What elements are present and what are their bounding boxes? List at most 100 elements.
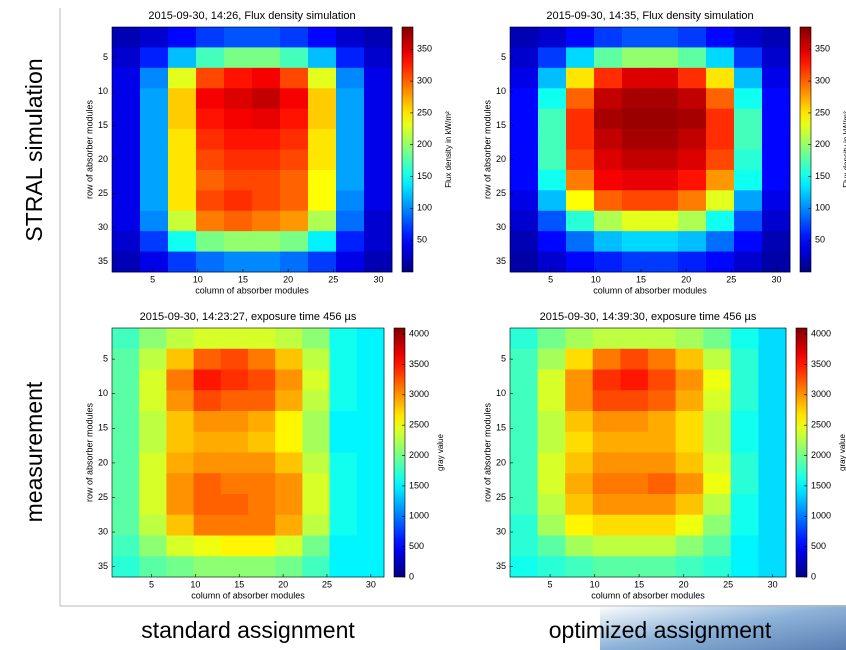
heatmap-cell — [336, 129, 365, 150]
colorbar — [799, 26, 812, 273]
x-tick-label: 10 — [193, 274, 203, 284]
heatmap-cell — [224, 231, 253, 252]
heatmap-cell — [538, 251, 567, 273]
colorbar-tick-label: 250 — [417, 107, 432, 117]
colorbar-tick-label: 1000 — [811, 511, 831, 521]
heatmap-cell — [112, 149, 141, 171]
heatmap-cell — [139, 473, 167, 495]
heatmap-cell — [336, 88, 365, 110]
heatmap-cell — [565, 328, 594, 350]
heatmap-cell — [356, 369, 385, 391]
heatmap-cell — [594, 190, 623, 212]
heatmap-cell — [364, 88, 393, 110]
heatmap-cell — [224, 169, 253, 191]
x-tick-label: 20 — [283, 274, 293, 284]
heatmap-cell — [622, 231, 651, 252]
heatmap-cell — [252, 231, 281, 252]
heatmap-cell — [592, 369, 621, 391]
heatmap-cell — [758, 328, 787, 350]
heatmap-cell — [220, 514, 249, 536]
heatmap-cell — [510, 390, 538, 412]
heatmap-cell — [706, 129, 735, 150]
heatmap-cell — [703, 514, 732, 536]
heatmap-cell — [364, 169, 393, 191]
heatmap-cell — [196, 108, 225, 130]
heatmap-cell — [166, 535, 194, 557]
heatmap-cell — [302, 411, 330, 433]
heatmap-cell — [537, 556, 566, 578]
heatmap-cell — [622, 251, 651, 273]
heatmap-cell — [224, 210, 253, 232]
y-tick-label: 25 — [98, 492, 108, 502]
heatmap-cell — [308, 27, 337, 48]
heatmap-cell — [168, 108, 197, 130]
heatmap-cell — [280, 88, 309, 110]
heatmap-cell — [140, 27, 169, 48]
heatmap-cell — [356, 452, 385, 474]
heatmap-cell — [193, 431, 222, 453]
heatmap-cell — [139, 348, 167, 370]
heatmap-cell — [248, 494, 276, 516]
colorbar-tick-label: 2000 — [409, 450, 429, 460]
heatmap-cell — [248, 328, 276, 350]
heatmap-cell — [648, 431, 676, 453]
chart-title: 2015-09-30, 14:39:30, exposure time 456 … — [540, 311, 757, 323]
heatmap-cell — [650, 67, 679, 89]
heatmap-cell — [538, 108, 567, 130]
heatmap-cell — [622, 210, 651, 232]
heatmap-cell — [336, 67, 365, 89]
heatmap-cell — [537, 390, 566, 412]
heatmap-cell — [537, 535, 566, 557]
heatmap-cell — [329, 390, 358, 412]
heatmap-cell — [140, 190, 169, 212]
heatmap-cell — [730, 452, 759, 474]
y-tick-label: 35 — [98, 256, 108, 266]
heatmap-cell — [248, 411, 276, 433]
colorbar-tick-label: 2000 — [811, 450, 831, 460]
heatmap-cell — [302, 348, 330, 370]
heatmap-cell — [280, 129, 309, 150]
colorbar-tick-label: 2500 — [409, 420, 429, 430]
heatmap-cell — [112, 411, 140, 433]
heatmap-cell — [538, 149, 567, 171]
heatmap-cell — [762, 251, 791, 273]
x-tick-label: 10 — [590, 579, 600, 589]
heatmap-cell — [275, 473, 303, 495]
heatmap-cell — [762, 108, 791, 130]
heatmap-cell — [675, 390, 704, 412]
heatmap-cell — [224, 88, 253, 110]
heatmap-cell — [112, 494, 140, 516]
colorbar-tick-label: 200 — [417, 139, 432, 149]
heatmap-cell — [622, 108, 651, 130]
heatmap-cell — [248, 535, 276, 557]
heatmap-cell — [510, 108, 539, 130]
heatmap-cell — [730, 328, 759, 350]
heatmap-cell — [112, 514, 140, 536]
heatmap-cell — [302, 369, 330, 391]
heatmap-cell — [566, 27, 595, 48]
heatmap-cell — [356, 535, 385, 557]
y-tick-label: 15 — [496, 120, 506, 130]
heatmap-cell — [510, 210, 539, 232]
heatmap-cell — [275, 411, 303, 433]
heatmap-cell — [537, 348, 566, 370]
heatmap-cell — [112, 473, 140, 495]
y-tick-label: 35 — [496, 561, 506, 571]
colorbar-tick-label: 300 — [815, 75, 830, 85]
heatmap-cell — [196, 27, 225, 48]
heatmap-cell — [252, 251, 281, 273]
heatmap-cell — [620, 452, 649, 474]
heatmap-cell — [734, 27, 763, 48]
heatmap-cell — [706, 108, 735, 130]
heatmap-cell — [220, 411, 249, 433]
heatmap-cell — [675, 452, 704, 474]
heatmap-cell — [356, 473, 385, 495]
heatmap-cell — [140, 169, 169, 191]
heatmap-cell — [139, 535, 167, 557]
heatmap-cell — [537, 328, 566, 350]
heatmap-cell — [730, 494, 759, 516]
heatmap-cell — [275, 514, 303, 536]
heatmap-cell — [620, 535, 649, 557]
heatmap-cell — [734, 88, 763, 110]
